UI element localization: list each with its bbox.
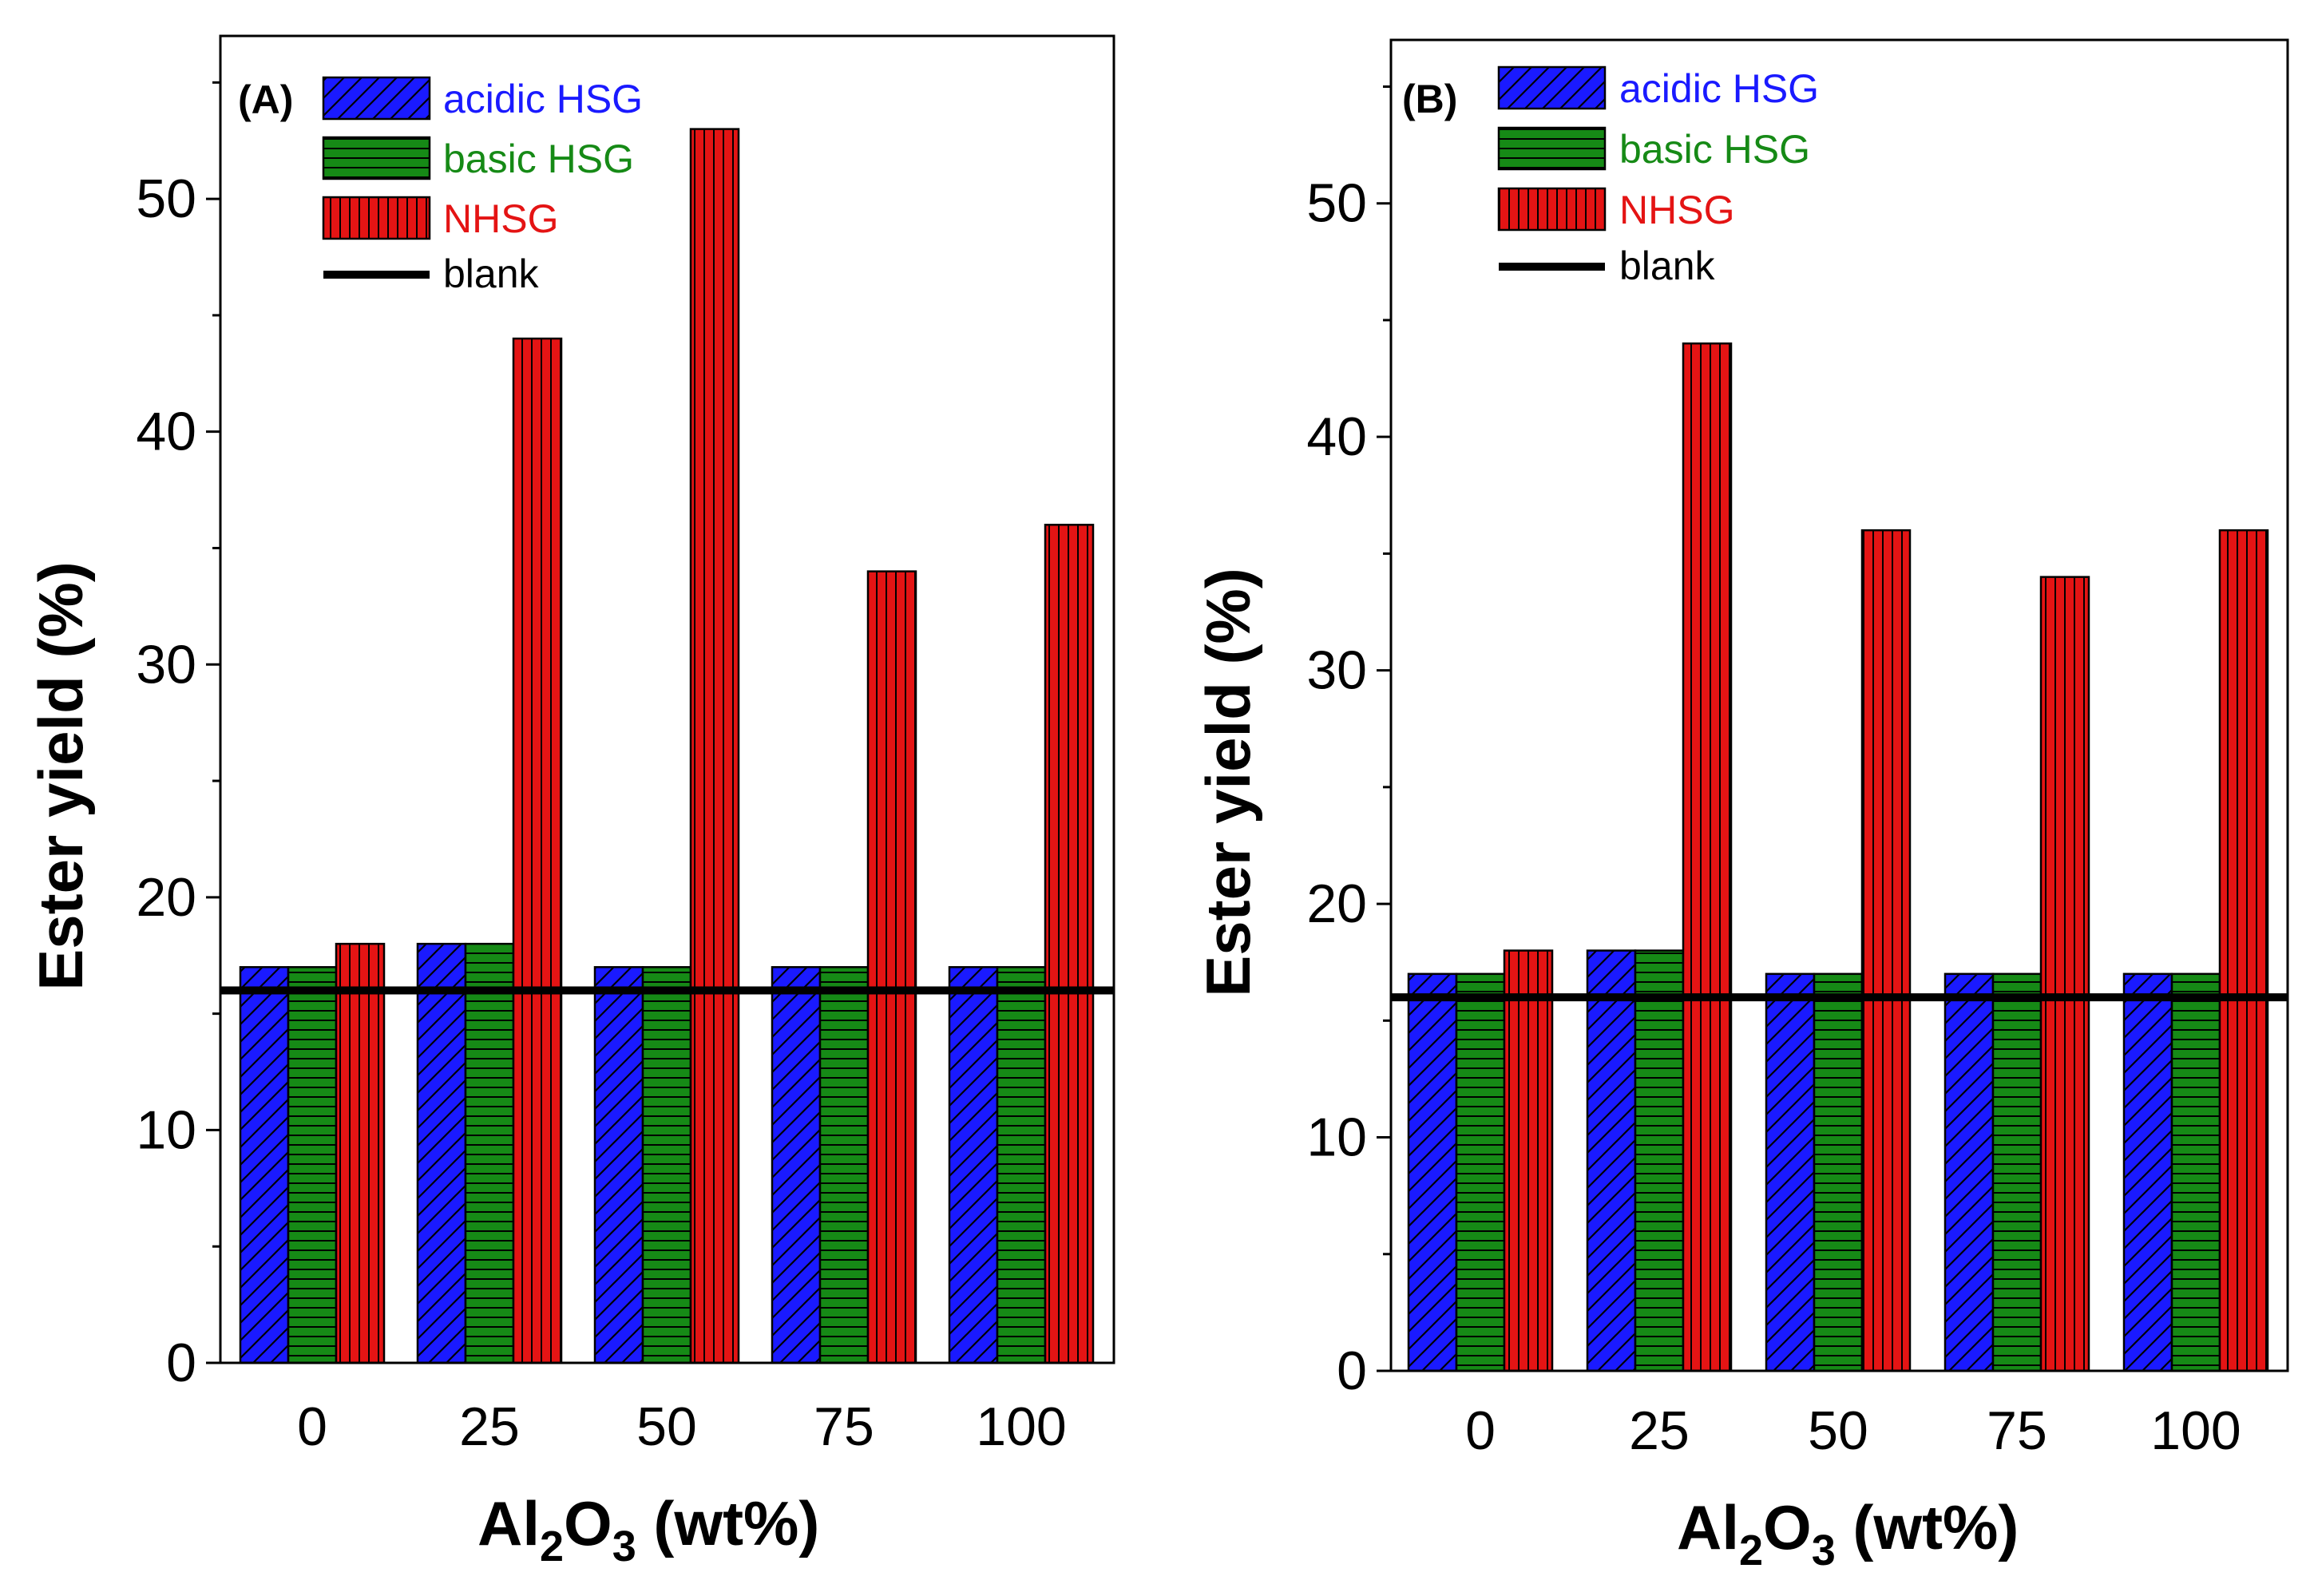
panel-a-bar-basic-hsg-25 <box>464 942 515 1364</box>
panel-b-legend-label-basic: basic HSG <box>1619 127 1810 172</box>
panel-b-y-axis-title: Ester yield (%) <box>1193 568 1263 997</box>
panel-a-legend-swatch-basic <box>322 136 431 180</box>
panel-a-bar-nhsg-25 <box>512 337 563 1364</box>
panel-a-bar-basic-hsg-100 <box>996 966 1047 1364</box>
panel-b-y-tick-label: 50 <box>1306 173 1367 234</box>
panel-a-legend-label-basic: basic HSG <box>443 137 634 181</box>
panel-b-x-tick-label: 100 <box>2150 1400 2241 1461</box>
panel-b-y-tick-label: 40 <box>1306 406 1367 467</box>
panel-b-x-axis-title: Al2O3 (wt%) <box>1677 1492 2019 1574</box>
panel-a-bar-basic-hsg-50 <box>641 966 692 1364</box>
panel-b-bar-acidic-hsg-25 <box>1586 949 1637 1372</box>
panel-b-bar-basic-hsg-100 <box>2170 972 2221 1372</box>
panel-b-bar-nhsg-0 <box>1503 949 1554 1372</box>
chart-panel-a: 0 10 20 30 40 50 0 25 50 75 100 (A) acidic HSG ba… <box>26 34 1115 1570</box>
panel-a-bars <box>239 128 1095 1364</box>
panel-a-bar-nhsg-100 <box>1044 524 1095 1364</box>
panel-b-x-tick-label: 25 <box>1629 1400 1690 1461</box>
panel-b-bars <box>1407 342 2269 1372</box>
panel-b-bar-nhsg-25 <box>1682 342 1733 1372</box>
panel-b-x-axis: 0 25 50 75 100 <box>1465 1400 2241 1461</box>
panel-a-bar-acidic-hsg-75 <box>771 966 822 1364</box>
panel-a-x-tick-label: 25 <box>459 1396 520 1457</box>
panel-b-bar-nhsg-50 <box>1860 529 1912 1372</box>
panel-b-bar-acidic-hsg-0 <box>1407 972 1458 1372</box>
panel-a-bar-acidic-hsg-50 <box>593 966 644 1364</box>
panel-a-x-tick-label: 50 <box>636 1396 697 1457</box>
panel-a-legend-swatch-nhsg <box>322 196 431 240</box>
panel-a-legend-label-nhsg: NHSG <box>443 196 558 241</box>
chart-panel-b: 0 10 20 30 40 50 0 25 50 75 100 (B) acidic HSG ba… <box>1193 38 2289 1574</box>
panel-a-y-axis-title: Ester yield (%) <box>26 561 96 991</box>
panel-b-bar-basic-hsg-0 <box>1455 972 1506 1372</box>
panel-a-bar-nhsg-0 <box>335 942 386 1364</box>
panel-a-bar-basic-hsg-75 <box>818 966 870 1364</box>
panel-a-y-axis: 0 10 20 30 40 50 <box>136 81 220 1393</box>
panel-a-x-tick-label: 100 <box>976 1396 1066 1457</box>
panel-b-legend: acidic HSG basic HSG NHSG blank <box>1497 65 1819 288</box>
panel-a-legend-swatch-acidic <box>322 76 431 121</box>
panel-b-bar-basic-hsg-75 <box>1991 972 2043 1372</box>
panel-b-bar-basic-hsg-25 <box>1634 949 1685 1372</box>
panel-b-x-tick-label: 0 <box>1465 1400 1496 1461</box>
panel-b-bar-nhsg-75 <box>2039 576 2090 1372</box>
panel-b-x-tick-label: 50 <box>1808 1400 1868 1461</box>
panel-a-bar-acidic-hsg-100 <box>948 966 999 1364</box>
panel-b-y-tick-label: 30 <box>1306 640 1367 701</box>
panel-b-legend-label-acidic: acidic HSG <box>1619 66 1819 111</box>
panel-a-y-tick-label: 50 <box>136 168 196 229</box>
panel-b-bar-acidic-hsg-75 <box>1943 972 1995 1372</box>
panel-b-y-tick-label: 20 <box>1306 873 1367 934</box>
panel-a-legend-label-acidic: acidic HSG <box>443 77 643 121</box>
panel-a-x-tick-label: 0 <box>297 1396 327 1457</box>
panel-a-x-axis: 0 25 50 75 100 <box>297 1396 1067 1457</box>
panel-b-legend-label-blank: blank <box>1619 244 1716 288</box>
panel-a-label: (A) <box>238 77 293 122</box>
panel-a-bar-acidic-hsg-0 <box>239 966 290 1364</box>
panel-b-label: (B) <box>1402 77 1457 121</box>
panel-a-bar-nhsg-50 <box>689 128 740 1364</box>
panel-b-bar-acidic-hsg-100 <box>2122 972 2173 1372</box>
panel-b-x-tick-label: 75 <box>1987 1400 2047 1461</box>
panel-a-x-axis-title: Al2O3 (wt%) <box>477 1488 819 1570</box>
panel-a-bar-acidic-hsg-25 <box>416 942 467 1364</box>
panel-b-plot-frame <box>1389 38 2289 1372</box>
panel-a-plot-frame <box>219 34 1115 1364</box>
panel-a-y-tick-label: 10 <box>136 1099 196 1160</box>
panel-a-bar-nhsg-75 <box>866 570 917 1364</box>
panel-b-y-tick-label: 10 <box>1306 1107 1367 1168</box>
panel-a-y-tick-label: 40 <box>136 402 196 462</box>
panel-a-legend-label-blank: blank <box>443 251 540 296</box>
panel-b-bar-acidic-hsg-50 <box>1765 972 1816 1372</box>
panel-a-x-tick-label: 75 <box>814 1396 874 1457</box>
panel-a-legend: acidic HSG basic HSG NHSG blank <box>322 76 643 296</box>
panel-b-legend-label-nhsg: NHSG <box>1619 188 1734 232</box>
panel-a-y-tick-label: 30 <box>136 634 196 695</box>
panel-b-y-tick-label: 0 <box>1337 1341 1367 1401</box>
panel-b-y-axis: 0 10 20 30 40 50 <box>1306 85 1391 1401</box>
panel-b-bar-nhsg-100 <box>2218 529 2269 1372</box>
panel-b-legend-swatch-basic <box>1497 126 1607 171</box>
panel-a-y-tick-label: 0 <box>166 1333 196 1393</box>
panel-b-legend-swatch-nhsg <box>1497 187 1607 232</box>
panel-b-legend-swatch-acidic <box>1497 65 1607 110</box>
panel-a-y-tick-label: 20 <box>136 867 196 928</box>
panel-a-bar-basic-hsg-0 <box>287 966 338 1364</box>
panel-b-bar-basic-hsg-50 <box>1813 972 1864 1372</box>
